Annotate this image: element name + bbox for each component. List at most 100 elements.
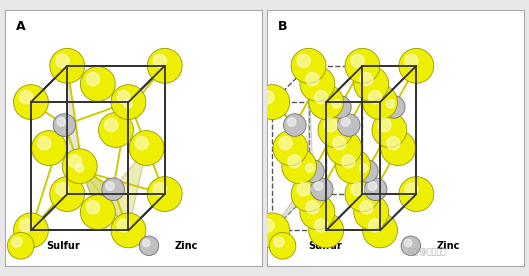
Circle shape (306, 164, 314, 172)
Circle shape (324, 118, 338, 132)
Circle shape (273, 131, 308, 166)
Circle shape (92, 206, 111, 225)
Circle shape (86, 72, 99, 86)
Circle shape (61, 59, 80, 79)
Circle shape (369, 91, 382, 104)
Circle shape (62, 149, 97, 184)
Circle shape (365, 78, 384, 97)
Circle shape (318, 113, 353, 147)
Circle shape (124, 99, 132, 108)
Circle shape (329, 96, 351, 118)
Circle shape (372, 113, 407, 147)
Circle shape (351, 54, 364, 68)
Circle shape (288, 155, 301, 168)
Circle shape (24, 95, 44, 115)
Circle shape (117, 219, 130, 232)
Circle shape (104, 118, 118, 132)
Circle shape (50, 48, 85, 83)
Circle shape (311, 206, 330, 225)
Circle shape (365, 206, 384, 225)
Circle shape (16, 241, 31, 256)
Text: Sulfur: Sulfur (308, 241, 342, 251)
Text: Zinc: Zinc (175, 241, 198, 251)
Circle shape (56, 54, 69, 68)
Polygon shape (80, 166, 129, 230)
Circle shape (346, 160, 366, 179)
Circle shape (71, 160, 94, 182)
Circle shape (317, 185, 330, 197)
Circle shape (273, 237, 284, 247)
Circle shape (306, 201, 319, 214)
Circle shape (145, 242, 156, 253)
Circle shape (342, 155, 355, 168)
Circle shape (378, 118, 391, 132)
Circle shape (80, 195, 115, 230)
Circle shape (362, 85, 397, 120)
Circle shape (351, 182, 364, 196)
Circle shape (311, 78, 330, 97)
Circle shape (139, 236, 159, 256)
Circle shape (53, 114, 76, 136)
Circle shape (98, 113, 133, 147)
Polygon shape (31, 171, 83, 230)
Circle shape (309, 85, 344, 120)
Circle shape (306, 72, 319, 86)
Circle shape (356, 59, 375, 79)
Circle shape (360, 201, 373, 214)
Circle shape (153, 182, 167, 196)
Circle shape (60, 121, 72, 133)
Circle shape (61, 188, 80, 207)
Circle shape (320, 224, 339, 243)
Circle shape (127, 103, 140, 115)
Circle shape (255, 85, 290, 120)
Circle shape (315, 219, 328, 232)
Circle shape (369, 219, 382, 232)
Circle shape (7, 232, 34, 259)
Circle shape (364, 178, 387, 200)
Circle shape (315, 91, 328, 104)
Circle shape (110, 123, 129, 143)
Circle shape (373, 95, 393, 115)
Circle shape (68, 155, 81, 168)
Circle shape (401, 236, 421, 256)
Circle shape (80, 67, 115, 101)
Circle shape (50, 177, 85, 211)
Circle shape (368, 182, 377, 190)
Polygon shape (80, 166, 129, 230)
Polygon shape (353, 166, 380, 230)
Circle shape (142, 239, 150, 247)
Circle shape (20, 219, 33, 232)
Circle shape (147, 177, 182, 211)
Circle shape (399, 48, 434, 83)
Circle shape (345, 48, 380, 83)
Circle shape (278, 241, 293, 256)
Circle shape (282, 149, 317, 184)
Circle shape (279, 137, 292, 150)
Circle shape (158, 59, 177, 79)
Circle shape (122, 224, 141, 243)
Circle shape (381, 131, 416, 166)
Polygon shape (308, 66, 313, 194)
Circle shape (291, 177, 326, 211)
Circle shape (345, 177, 380, 211)
Circle shape (56, 182, 69, 196)
Circle shape (287, 118, 296, 126)
Polygon shape (67, 66, 83, 194)
Circle shape (92, 78, 111, 97)
Circle shape (327, 131, 362, 166)
Circle shape (371, 185, 384, 197)
Circle shape (32, 131, 67, 166)
Circle shape (356, 188, 375, 207)
Circle shape (109, 185, 121, 197)
Circle shape (354, 67, 389, 101)
Circle shape (293, 160, 312, 179)
Circle shape (341, 118, 350, 126)
Circle shape (14, 213, 48, 248)
Text: 知乎 @旋风小尹: 知乎 @旋风小尹 (408, 247, 446, 256)
Polygon shape (353, 166, 376, 212)
Polygon shape (371, 189, 380, 230)
Circle shape (338, 114, 360, 136)
Circle shape (335, 149, 370, 184)
Circle shape (266, 224, 285, 243)
Circle shape (102, 178, 124, 200)
